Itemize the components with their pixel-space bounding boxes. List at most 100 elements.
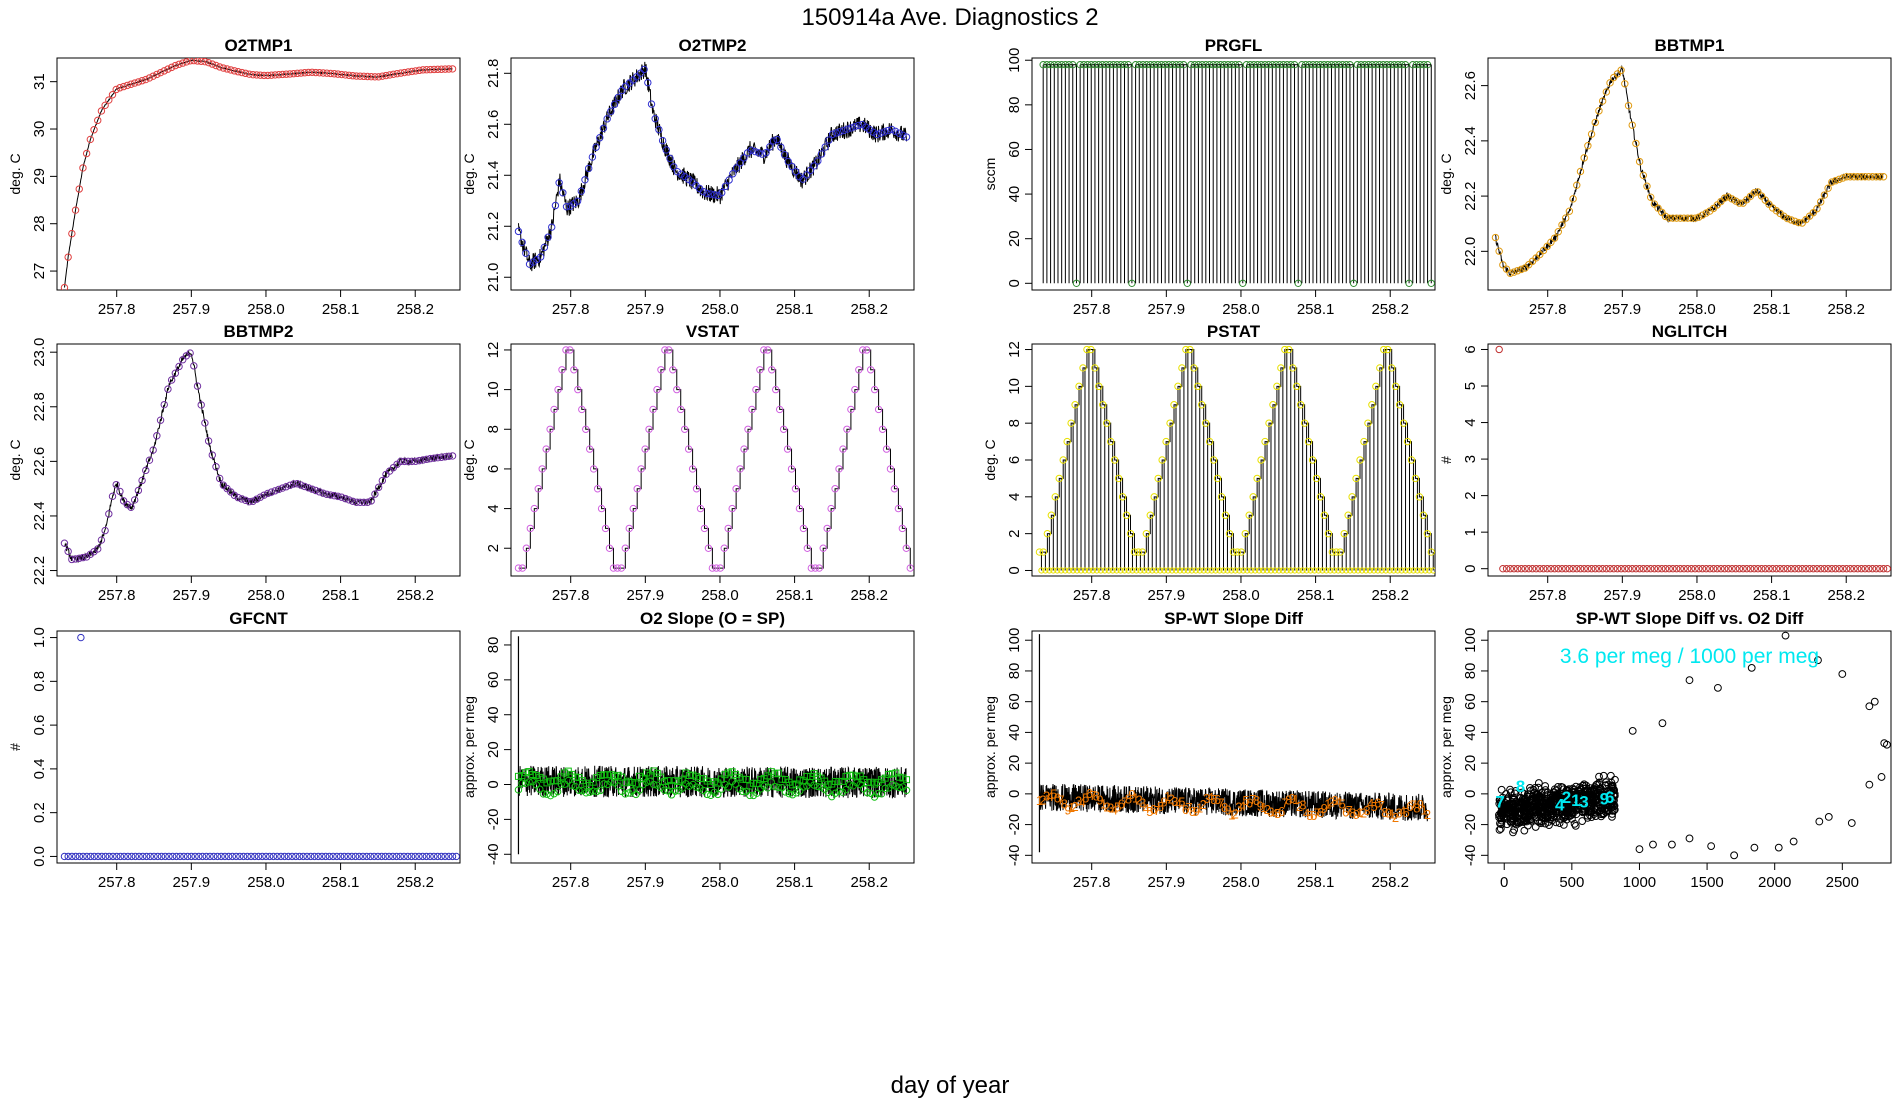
data-point bbox=[651, 114, 659, 123]
data-point bbox=[1162, 437, 1170, 446]
data-point bbox=[1868, 173, 1877, 181]
x-tick-label: 257.9 bbox=[627, 587, 665, 604]
data-point: 9 bbox=[1225, 802, 1232, 817]
data-point bbox=[145, 74, 154, 82]
y-tick-label: -40 bbox=[1462, 844, 1479, 866]
data-point bbox=[1196, 567, 1203, 574]
data-point bbox=[1358, 567, 1366, 574]
data-point bbox=[1395, 401, 1404, 409]
data-point bbox=[105, 96, 113, 104]
data-point bbox=[278, 70, 287, 79]
plot-frame bbox=[510, 57, 915, 291]
y-tick-label: 4 bbox=[1006, 493, 1023, 501]
data-point bbox=[345, 71, 353, 80]
data-point bbox=[1831, 177, 1840, 185]
data-point bbox=[787, 465, 796, 473]
data-point bbox=[735, 773, 743, 781]
plot-area bbox=[514, 636, 911, 855]
data-point bbox=[1522, 817, 1531, 826]
data-point bbox=[86, 135, 95, 144]
data-point bbox=[193, 382, 202, 390]
data-point bbox=[191, 852, 199, 861]
data-point bbox=[1149, 567, 1156, 574]
data-point bbox=[1735, 564, 1744, 573]
data-point: 7 bbox=[1249, 792, 1256, 807]
data-point: 5 bbox=[1082, 790, 1089, 805]
data-point bbox=[716, 564, 725, 572]
data-point bbox=[1418, 567, 1425, 574]
data-point bbox=[1549, 802, 1557, 811]
data-point bbox=[215, 474, 224, 483]
data-point bbox=[559, 189, 567, 197]
data-point bbox=[310, 852, 319, 861]
data-point bbox=[377, 852, 386, 861]
data-point bbox=[758, 150, 767, 158]
y-axis-label: deg. C bbox=[7, 439, 23, 480]
data-point bbox=[286, 70, 294, 78]
data-point: 2 bbox=[1200, 797, 1207, 812]
data-point bbox=[138, 476, 146, 485]
data-point bbox=[1556, 803, 1565, 812]
data-point bbox=[1772, 564, 1781, 573]
x-tick-label: 258.1 bbox=[776, 874, 814, 891]
data-point bbox=[772, 385, 780, 394]
data-point bbox=[1324, 529, 1333, 538]
data-point bbox=[692, 783, 701, 791]
data-point bbox=[753, 789, 761, 797]
data-point bbox=[585, 788, 594, 796]
data-point bbox=[1042, 567, 1049, 574]
data-point bbox=[633, 485, 641, 493]
data-point bbox=[1145, 567, 1152, 574]
data-point bbox=[534, 485, 542, 493]
data-point bbox=[1296, 401, 1305, 409]
data-point bbox=[1495, 825, 1504, 834]
data-point bbox=[418, 852, 427, 861]
data-point bbox=[593, 485, 602, 493]
data-point: 3 bbox=[1267, 804, 1274, 819]
data-point bbox=[186, 349, 194, 357]
data-point bbox=[1384, 345, 1392, 354]
y-tick-label: 60 bbox=[485, 671, 502, 688]
data-point: 5 bbox=[1178, 795, 1185, 810]
data-point bbox=[781, 788, 790, 796]
data-point: 2 bbox=[1103, 800, 1110, 815]
data-point bbox=[1327, 567, 1334, 574]
data-point bbox=[1356, 456, 1364, 464]
data-point: 6 bbox=[1278, 804, 1285, 819]
data-point bbox=[1426, 567, 1433, 574]
data-point bbox=[1570, 819, 1579, 828]
data-point bbox=[532, 781, 540, 789]
data-point bbox=[1154, 474, 1162, 483]
data-point bbox=[1876, 173, 1884, 181]
data-point bbox=[558, 366, 566, 374]
data-point bbox=[223, 65, 231, 73]
data-point bbox=[1541, 786, 1550, 794]
plot-area bbox=[60, 633, 460, 861]
data-point: 9 bbox=[1385, 806, 1392, 821]
data-label: 2 bbox=[1562, 788, 1571, 807]
data-point: 2 bbox=[1424, 807, 1431, 822]
data-point bbox=[1323, 567, 1330, 574]
data-point bbox=[135, 852, 143, 861]
data-point bbox=[1117, 567, 1124, 574]
data-point bbox=[1691, 214, 1699, 222]
data-point bbox=[1595, 107, 1603, 115]
data-point bbox=[1702, 564, 1710, 573]
data-point bbox=[514, 786, 523, 794]
data-point bbox=[614, 771, 622, 779]
data-point bbox=[762, 149, 770, 157]
y-axis-label: # bbox=[1438, 456, 1454, 464]
x-tick-label: 257.9 bbox=[173, 587, 211, 604]
data-point bbox=[1253, 474, 1261, 483]
data-point bbox=[1543, 800, 1552, 808]
data-point bbox=[195, 852, 203, 861]
data-point: 4 bbox=[1239, 798, 1246, 813]
data-label: 1 bbox=[1571, 791, 1580, 810]
data-point bbox=[82, 553, 91, 561]
data-point bbox=[902, 786, 911, 795]
data-point bbox=[1861, 564, 1869, 573]
x-tick-label: 257.8 bbox=[1529, 301, 1567, 318]
data-point: 1 bbox=[1324, 796, 1331, 811]
data-point bbox=[157, 852, 166, 861]
data-point bbox=[75, 554, 83, 562]
